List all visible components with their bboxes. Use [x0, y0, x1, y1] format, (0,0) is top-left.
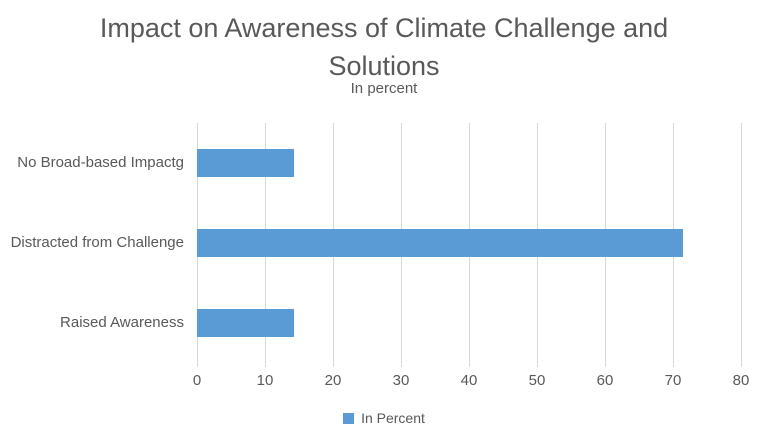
category-label: Raised Awareness: [60, 314, 184, 331]
bar: [197, 309, 295, 337]
x-axis-tick-label: 50: [528, 372, 546, 389]
tick-mark: [673, 363, 674, 367]
bar: [197, 149, 295, 177]
chart-subtitle: In percent: [350, 80, 418, 97]
tick-mark: [537, 363, 538, 367]
tick-mark: [741, 363, 742, 367]
tick-mark: [469, 363, 470, 367]
tick-mark: [333, 363, 334, 367]
tick-mark: [265, 363, 266, 367]
legend: In Percent: [0, 410, 768, 426]
legend-swatch-icon: [343, 412, 355, 424]
x-axis-tick-label: 70: [664, 372, 682, 389]
chart-title: Impact on Awareness of Climate Challenge…: [0, 9, 768, 85]
x-axis-tick-label: 40: [460, 372, 478, 389]
tick-mark: [605, 363, 606, 367]
x-axis-tick-label: 60: [596, 372, 614, 389]
chart-title-line-1: Impact on Awareness of Climate Challenge…: [99, 13, 669, 43]
chart-title-line-2: Solutions: [328, 51, 440, 81]
x-axis-tick-label: 30: [392, 372, 410, 389]
legend-label: In Percent: [361, 410, 425, 426]
x-axis-tick-label: 0: [192, 372, 202, 389]
x-axis-tick-label: 20: [324, 372, 342, 389]
x-axis-tick-label: 10: [256, 372, 274, 389]
plot-area: [197, 123, 742, 367]
tick-mark: [401, 363, 402, 367]
tick-mark: [197, 363, 198, 367]
gridline: [741, 123, 742, 363]
bar: [197, 229, 683, 257]
category-label: No Broad-based Impactg: [17, 154, 184, 171]
category-label: Distracted from Challenge: [10, 234, 184, 251]
x-axis-tick-label: 80: [732, 372, 750, 389]
